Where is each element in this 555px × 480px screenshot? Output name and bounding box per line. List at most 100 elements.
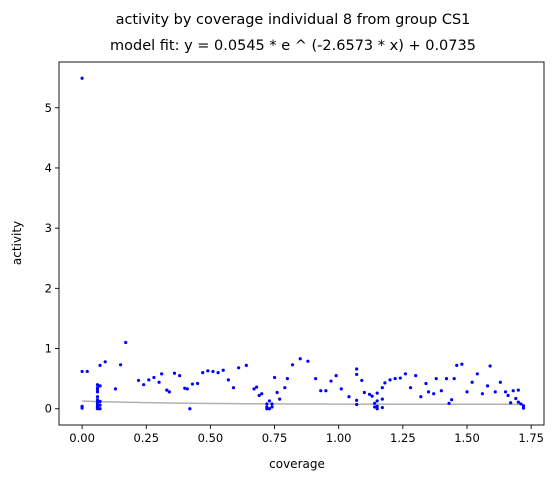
data-point <box>147 378 151 382</box>
data-point <box>98 399 102 404</box>
data-point <box>516 400 520 404</box>
data-point <box>98 403 102 407</box>
data-point <box>398 376 402 380</box>
data-point <box>183 386 187 390</box>
data-point <box>103 360 107 364</box>
data-point <box>355 402 359 407</box>
data-point <box>334 374 338 378</box>
x-tick-label: 1.25 <box>390 431 416 445</box>
x-tick-label: 0.00 <box>69 431 95 445</box>
data-point <box>188 407 192 411</box>
data-point <box>380 386 384 390</box>
data-point <box>355 367 359 371</box>
data-point <box>434 377 438 381</box>
data-point <box>452 377 456 381</box>
data-point <box>272 375 277 380</box>
data-point <box>95 395 100 399</box>
data-point <box>270 402 274 406</box>
y-tick-label: 2 <box>45 281 52 295</box>
x-tick-label: 0.25 <box>133 431 159 445</box>
data-point <box>408 386 413 390</box>
data-point <box>201 371 205 375</box>
data-point <box>157 380 161 384</box>
data-point <box>470 380 474 384</box>
plot-frame <box>58 61 545 426</box>
data-point <box>329 379 333 383</box>
x-tick-label: 0.75 <box>262 431 288 445</box>
y-tick-label: 5 <box>45 101 52 115</box>
data-point <box>85 369 89 374</box>
data-point <box>455 363 459 367</box>
data-point <box>447 401 451 405</box>
data-point <box>265 405 269 409</box>
data-point <box>267 407 272 411</box>
data-point <box>278 397 282 401</box>
data-point <box>498 380 502 384</box>
data-point <box>380 405 384 410</box>
data-point <box>237 366 241 370</box>
data-point <box>503 390 508 394</box>
data-point <box>285 377 289 381</box>
data-point <box>370 394 374 398</box>
data-point <box>95 400 100 404</box>
data-point <box>509 401 513 405</box>
data-point <box>375 391 379 395</box>
data-point <box>80 76 84 80</box>
data-point <box>265 402 269 406</box>
data-point <box>275 390 279 395</box>
data-point <box>444 377 449 381</box>
data-point <box>355 372 359 377</box>
data-point <box>254 385 259 389</box>
data-point <box>426 390 431 394</box>
data-point <box>165 388 169 392</box>
data-point <box>160 372 164 376</box>
data-point <box>195 381 200 386</box>
data-point <box>136 378 141 383</box>
data-point <box>283 386 287 390</box>
x-tick-label: 1.50 <box>454 431 480 445</box>
data-point <box>98 384 102 388</box>
data-point <box>298 357 302 361</box>
data-point <box>460 362 464 366</box>
data-point <box>388 378 392 382</box>
data-point <box>152 375 156 380</box>
data-point <box>221 368 225 372</box>
data-point <box>375 407 379 411</box>
x-tick-label: 1.00 <box>326 431 352 445</box>
x-axis-label: coverage <box>269 457 325 471</box>
data-point <box>167 390 171 394</box>
fit-curve <box>82 400 524 406</box>
data-point <box>206 369 210 373</box>
data-point <box>231 386 236 390</box>
data-point <box>252 387 256 391</box>
data-point <box>257 393 261 398</box>
chart-title: activity by coverage individual 8 from g… <box>116 12 471 28</box>
data-point <box>95 383 100 387</box>
data-point <box>260 392 264 396</box>
data-point <box>475 372 479 376</box>
data-point <box>142 383 146 387</box>
data-point <box>95 390 100 394</box>
data-point <box>432 392 436 396</box>
data-point <box>367 392 372 396</box>
data-point <box>519 402 523 406</box>
data-point <box>124 340 128 345</box>
data-point <box>373 405 377 409</box>
data-point <box>314 377 318 381</box>
data-point <box>339 387 343 391</box>
y-axis: 0 1 2 3 4 5 <box>45 101 59 416</box>
data-point <box>185 387 189 391</box>
data-point <box>480 392 485 396</box>
y-tick-label: 0 <box>45 402 52 416</box>
data-point <box>439 389 443 393</box>
data-point <box>485 384 490 388</box>
data-point <box>178 374 182 378</box>
data-point <box>267 399 272 403</box>
data-point <box>383 381 387 385</box>
data-point <box>465 390 469 394</box>
data-point <box>244 363 248 367</box>
data-point <box>511 389 515 393</box>
data-point <box>375 404 379 408</box>
y-tick-label: 4 <box>45 161 52 175</box>
